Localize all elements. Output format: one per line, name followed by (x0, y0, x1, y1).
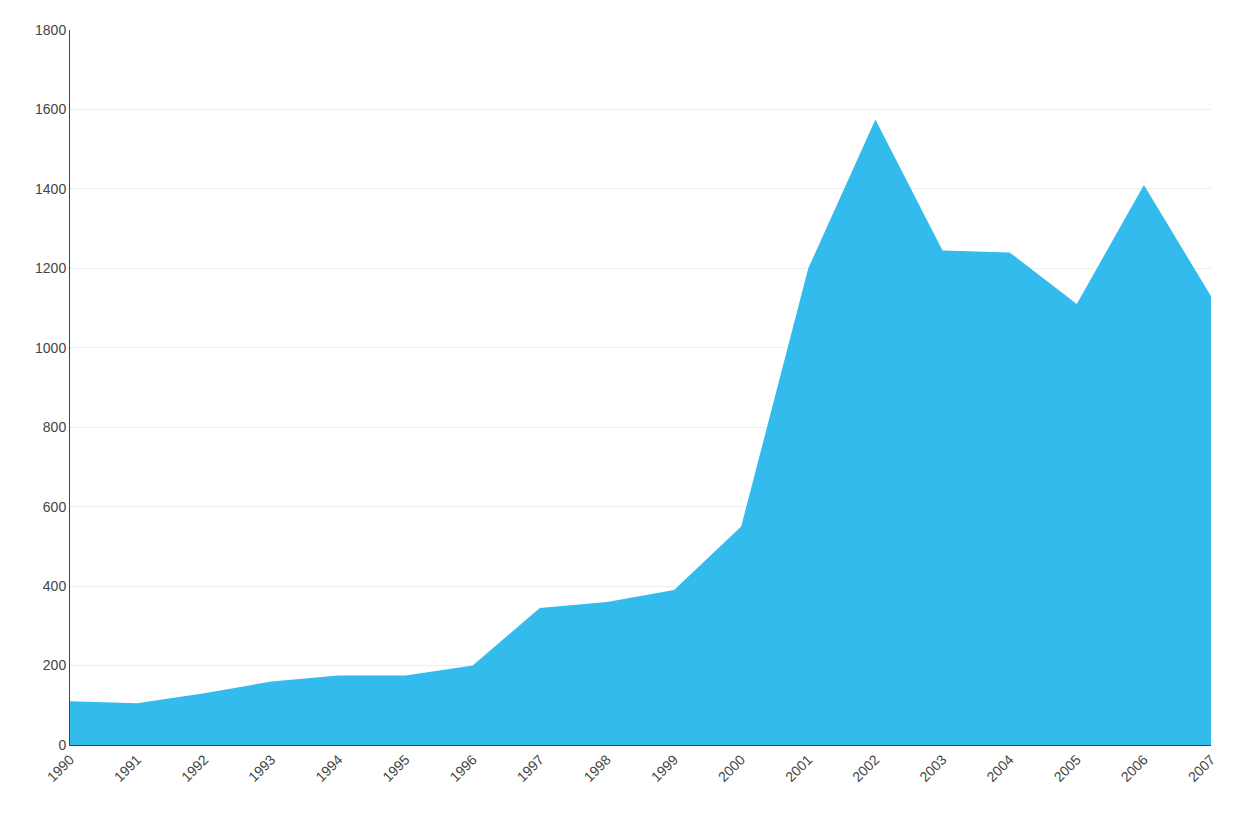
svg-text:1996: 1996 (446, 751, 479, 784)
svg-text:2001: 2001 (782, 751, 815, 784)
svg-text:1995: 1995 (379, 751, 412, 784)
svg-text:2003: 2003 (916, 751, 949, 784)
svg-text:1991: 1991 (111, 751, 144, 784)
svg-text:2005: 2005 (1050, 751, 1083, 784)
svg-text:2000: 2000 (715, 751, 748, 784)
svg-text:2006: 2006 (1118, 751, 1151, 784)
svg-text:1999: 1999 (648, 751, 681, 784)
svg-text:1400: 1400 (35, 181, 66, 197)
svg-text:1800: 1800 (35, 22, 66, 38)
svg-text:2004: 2004 (983, 751, 1016, 784)
svg-text:400: 400 (43, 578, 67, 594)
svg-text:1990: 1990 (44, 751, 77, 784)
svg-text:1997: 1997 (514, 751, 547, 784)
svg-text:800: 800 (43, 419, 67, 435)
svg-text:1993: 1993 (245, 751, 278, 784)
svg-text:2002: 2002 (849, 751, 882, 784)
svg-text:600: 600 (43, 499, 67, 515)
svg-text:1000: 1000 (35, 340, 66, 356)
svg-text:200: 200 (43, 657, 67, 673)
svg-text:1200: 1200 (35, 260, 66, 276)
svg-text:2007: 2007 (1185, 751, 1218, 784)
svg-text:1992: 1992 (178, 751, 211, 784)
svg-text:0: 0 (58, 737, 66, 753)
svg-text:1994: 1994 (312, 751, 345, 784)
svg-text:1998: 1998 (581, 751, 614, 784)
svg-text:1600: 1600 (35, 101, 66, 117)
